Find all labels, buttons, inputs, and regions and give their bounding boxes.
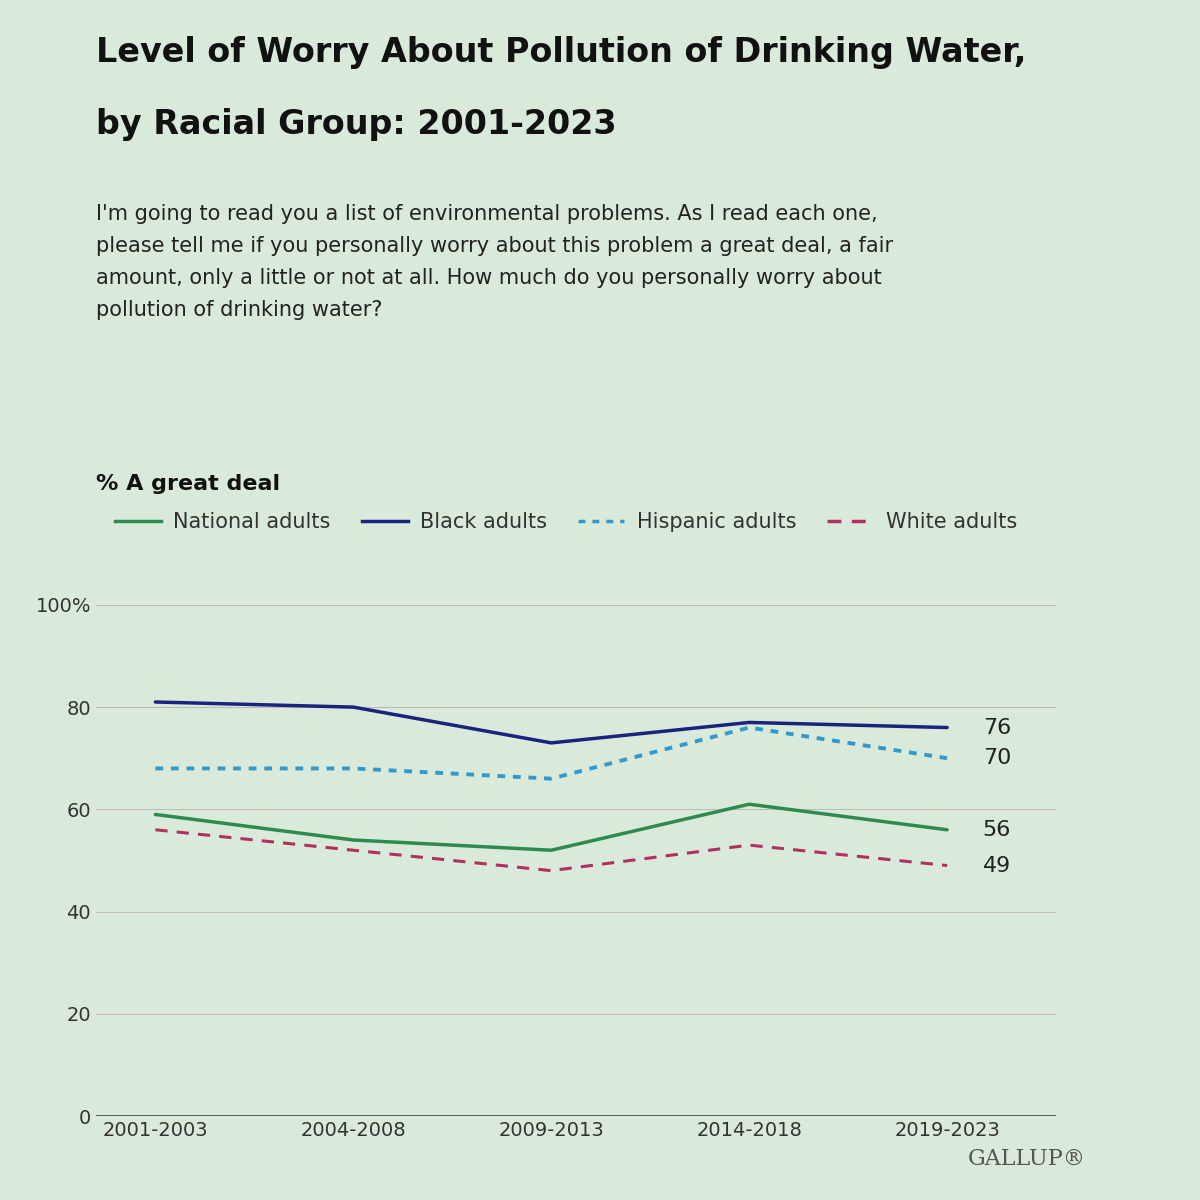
Text: GALLUP®: GALLUP® — [968, 1148, 1086, 1170]
Text: 70: 70 — [983, 749, 1012, 768]
Legend: National adults, Black adults, Hispanic adults, White adults: National adults, Black adults, Hispanic … — [107, 504, 1025, 540]
Text: 56: 56 — [983, 820, 1012, 840]
Text: 49: 49 — [983, 856, 1012, 876]
Text: I'm going to read you a list of environmental problems. As I read each one,
plea: I'm going to read you a list of environm… — [96, 204, 893, 320]
Text: % A great deal: % A great deal — [96, 474, 280, 494]
Text: Level of Worry About Pollution of Drinking Water,: Level of Worry About Pollution of Drinki… — [96, 36, 1026, 68]
Text: by Racial Group: 2001-2023: by Racial Group: 2001-2023 — [96, 108, 617, 140]
Text: 76: 76 — [983, 718, 1012, 738]
